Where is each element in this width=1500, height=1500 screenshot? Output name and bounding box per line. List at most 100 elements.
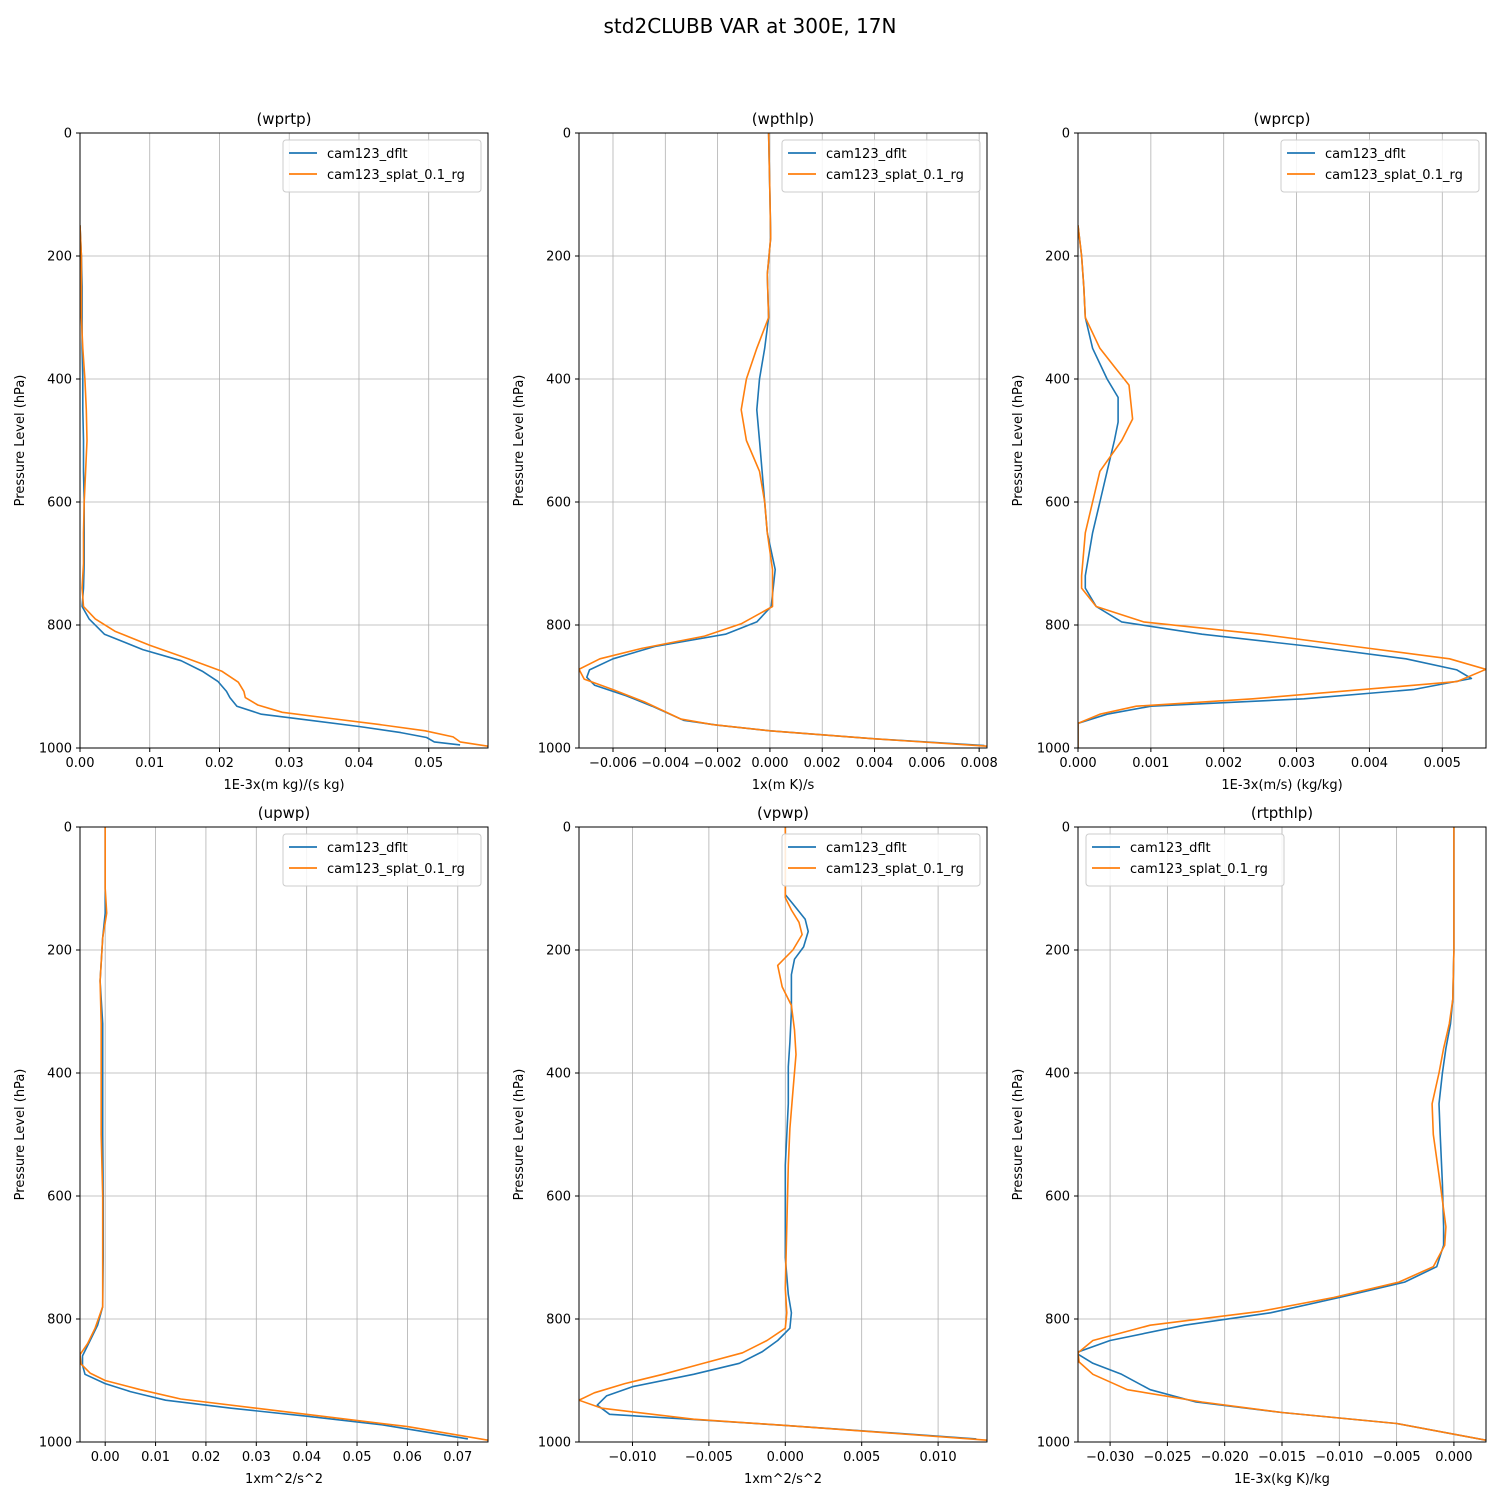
series-line-cam123_dflt (585, 133, 985, 747)
subplot-5: −0.010 −0.005 0.000 0.005 0.010 0 200 400 600 800… (512, 804, 988, 1487)
legend-box (1085, 833, 1285, 887)
y-tick-label: 400 (47, 1067, 72, 1082)
series-line-cam123_splat_0.1_rg (1078, 827, 1486, 1441)
x-axis-label: 1x(m K)/s (752, 778, 815, 793)
y-tick-label: 200 (546, 944, 571, 959)
series-line-cam123_splat_0.1_rg (1078, 225, 1486, 748)
x-tick-label: 0.04 (292, 1450, 321, 1465)
x-tick-label: 0.04 (344, 756, 373, 771)
series-line-cam123_dflt (1078, 225, 1473, 748)
y-tick-label: 1000 (1037, 742, 1070, 757)
legend: cam123_dflt cam123_splat_0.1_rg (1280, 139, 1480, 193)
series-line-cam123_splat_0.1_rg (579, 133, 987, 747)
x-tick-label: −0.010 (608, 1450, 656, 1465)
subplot-3: 0.000 0.001 0.002 0.003 0.004 0.005 0 200 400 600… (1011, 110, 1487, 793)
legend-label: cam123_splat_0.1_rg (1325, 168, 1463, 183)
figure-title: std2CLUBB VAR at 300E, 17N (603, 14, 897, 38)
x-tick-label: 0.005 (1424, 756, 1461, 771)
subplot-title: (wprtp) (256, 110, 311, 128)
x-tick-label: 0.00 (91, 1450, 120, 1465)
y-tick-label: 1000 (538, 1436, 571, 1451)
y-tick-label: 600 (47, 1190, 72, 1205)
series-line-cam123_splat_0.1_rg (80, 827, 488, 1441)
y-tick-label: 200 (1045, 944, 1070, 959)
y-tick-label: 600 (546, 496, 571, 511)
y-tick-label: 1000 (39, 1436, 72, 1451)
x-tick-label: 0.02 (205, 756, 234, 771)
y-tick-label: 600 (1045, 1190, 1070, 1205)
y-tick-label: 400 (47, 373, 72, 388)
y-tick-label: 0 (64, 127, 72, 142)
series-line-cam123_splat_0.1_rg (80, 225, 488, 747)
x-tick-label: 0.010 (919, 1450, 956, 1465)
x-axis-label: 1E-3x(kg K)/kg (1234, 1472, 1330, 1487)
x-tick-label: −0.005 (1373, 1450, 1421, 1465)
x-tick-label: −0.030 (1086, 1450, 1134, 1465)
legend-label: cam123_dflt (1130, 841, 1211, 856)
x-tick-label: 0.000 (767, 1450, 804, 1465)
x-tick-label: −0.005 (685, 1450, 733, 1465)
x-tick-label: 0.02 (191, 1450, 220, 1465)
axes-frame (79, 132, 489, 749)
series-line-cam123_dflt (80, 225, 461, 746)
legend-label: cam123_splat_0.1_rg (327, 862, 465, 877)
x-tick-label: 0.03 (275, 756, 304, 771)
y-tick-label: 0 (1062, 821, 1070, 836)
legend: cam123_dflt cam123_splat_0.1_rg (282, 139, 482, 193)
x-tick-label: 0.05 (414, 756, 443, 771)
x-tick-label: 0.000 (1435, 1450, 1472, 1465)
x-tick-label: −0.010 (1315, 1450, 1363, 1465)
x-tick-label: −0.002 (694, 756, 742, 771)
y-tick-label: 0 (1062, 127, 1070, 142)
x-tick-label: 0.004 (1351, 756, 1388, 771)
legend: cam123_dflt cam123_splat_0.1_rg (781, 833, 981, 887)
legend-label: cam123_splat_0.1_rg (826, 862, 964, 877)
y-tick-label: 200 (47, 250, 72, 265)
x-tick-label: 0.001 (1132, 756, 1169, 771)
y-tick-label: 200 (1045, 250, 1070, 265)
y-tick-label: 800 (546, 1313, 571, 1328)
legend-box (1280, 139, 1480, 193)
y-tick-label: 400 (1045, 373, 1070, 388)
y-tick-label: 600 (1045, 496, 1070, 511)
x-axis-label: 1E-3x(m kg)/(s kg) (223, 778, 344, 793)
y-tick-label: 400 (546, 1067, 571, 1082)
x-tick-label: −0.006 (589, 756, 637, 771)
y-axis-label: Pressure Level (hPa) (1011, 1069, 1026, 1201)
y-tick-label: 600 (47, 496, 72, 511)
x-tick-label: 0.06 (393, 1450, 422, 1465)
y-tick-label: 600 (546, 1190, 571, 1205)
x-axis-label: 1E-3x(m/s) (kg/kg) (1221, 778, 1342, 793)
x-axis-label: 1xm^2/s^2 (744, 1472, 822, 1487)
y-tick-label: 200 (47, 944, 72, 959)
x-tick-label: 0.07 (443, 1450, 472, 1465)
x-tick-label: 0.000 (751, 756, 788, 771)
subplot-2: −0.006 −0.004 −0.002 0.000 0.002 0.004 0.006 0.… (512, 110, 998, 793)
y-tick-label: 800 (546, 619, 571, 634)
subplot-title: (vpwp) (757, 804, 809, 822)
x-tick-label: 0.004 (856, 756, 893, 771)
x-tick-label: 0.03 (242, 1450, 271, 1465)
x-tick-label: 0.002 (804, 756, 841, 771)
x-tick-label: −0.015 (1258, 1450, 1306, 1465)
x-tick-label: 0.00 (66, 756, 95, 771)
legend-label: cam123_dflt (327, 147, 408, 162)
y-tick-label: 1000 (1037, 1436, 1070, 1451)
axes-frame (578, 132, 988, 749)
y-tick-label: 1000 (538, 742, 571, 757)
y-axis-label: Pressure Level (hPa) (13, 1069, 28, 1201)
x-tick-label: 0.05 (343, 1450, 372, 1465)
x-tick-label: 0.000 (1059, 756, 1096, 771)
axes-frame (578, 826, 988, 1443)
x-tick-label: 0.005 (843, 1450, 880, 1465)
series-line-cam123_dflt (81, 827, 469, 1440)
y-tick-label: 0 (563, 821, 571, 836)
legend-label: cam123_splat_0.1_rg (826, 168, 964, 183)
y-tick-label: 800 (47, 1313, 72, 1328)
legend-label: cam123_dflt (826, 841, 907, 856)
y-axis-label: Pressure Level (hPa) (13, 375, 28, 507)
axes-frame (1077, 132, 1487, 749)
legend-label: cam123_splat_0.1_rg (1130, 862, 1268, 877)
x-axis-label: 1xm^2/s^2 (245, 1472, 323, 1487)
